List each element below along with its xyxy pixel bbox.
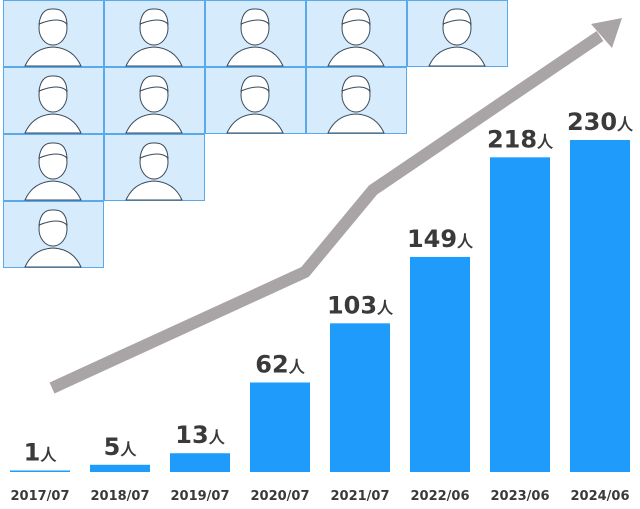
portrait-grid (3, 0, 508, 268)
portrait (104, 67, 205, 134)
portrait-hair (139, 8, 169, 26)
value-label: 103人 (327, 291, 394, 319)
portrait-body (125, 180, 183, 201)
value-label: 5人 (104, 433, 138, 461)
portrait-body (327, 46, 385, 67)
x-tick-label: 2024/06 (570, 489, 629, 504)
portrait (3, 201, 104, 268)
bar (250, 382, 310, 472)
x-tick-label: 2020/07 (250, 489, 309, 504)
x-tick-label: 2018/07 (90, 489, 149, 504)
portrait (3, 134, 104, 201)
bar (490, 157, 550, 473)
value-label: 13人 (175, 421, 225, 449)
portrait-hair (341, 75, 371, 93)
portrait-body (327, 113, 385, 134)
portrait (3, 0, 104, 67)
bar (570, 140, 630, 472)
portrait-hair (38, 209, 68, 227)
portrait (104, 134, 205, 201)
portrait-body (125, 46, 183, 67)
portrait-hair (341, 8, 371, 26)
value-label: 218人 (487, 125, 554, 153)
portrait-hair (442, 8, 472, 26)
portrait (306, 67, 407, 134)
portrait-body (24, 113, 82, 134)
bar (330, 323, 390, 472)
bar (170, 453, 230, 472)
portrait (205, 67, 306, 134)
portrait (3, 67, 104, 134)
value-label: 62人 (255, 351, 305, 379)
value-label: 230人 (567, 108, 634, 136)
portrait (407, 0, 508, 67)
x-tick-label: 2023/06 (490, 489, 549, 504)
portrait-hair (38, 75, 68, 93)
portrait-body (24, 180, 82, 201)
portrait-body (24, 46, 82, 67)
portrait-body (125, 113, 183, 134)
portrait-body (428, 46, 486, 67)
growth-arrow (49, 18, 622, 394)
portrait-hair (139, 142, 169, 160)
portrait-body (24, 247, 82, 268)
portrait-hair (38, 142, 68, 160)
portrait (205, 0, 306, 67)
bar (410, 256, 470, 472)
x-tick-label: 2019/07 (170, 489, 229, 504)
value-label: 149人 (407, 225, 474, 253)
portrait-hair (240, 8, 270, 26)
x-tick-label: 2021/07 (330, 489, 389, 504)
x-tick-label: 2022/06 (410, 489, 469, 504)
portrait-hair (38, 8, 68, 26)
x-tick-label: 2017/07 (10, 489, 69, 504)
portrait-hair (139, 75, 169, 93)
portrait (104, 0, 205, 67)
bar (90, 464, 150, 472)
portrait-body (226, 113, 284, 134)
portrait (306, 0, 407, 67)
bar (10, 470, 70, 472)
value-label: 1人 (24, 439, 58, 467)
portrait-body (226, 46, 284, 67)
portrait-hair (240, 75, 270, 93)
